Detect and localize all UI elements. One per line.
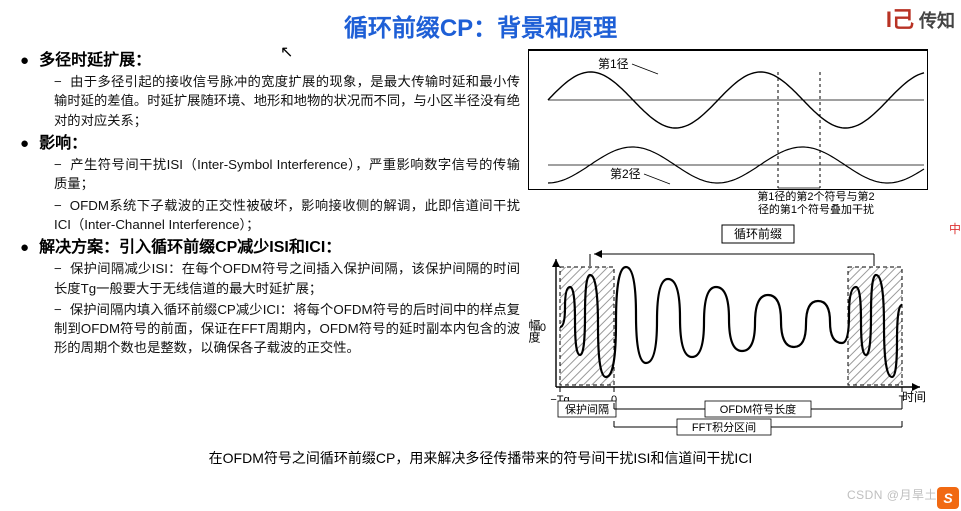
section-head: 解决方案：引入循环前缀CP减少ISI和ICI： [20, 236, 520, 259]
svg-text:第2径: 第2径 [610, 167, 641, 181]
svg-text:保护间隔: 保护间隔 [565, 402, 609, 416]
watermark: CSDN @月旱土 [847, 486, 937, 503]
svg-text:径的第1个符号叠加干扰: 径的第1个符号叠加干扰 [758, 202, 874, 214]
side-glyph: 中 [949, 220, 961, 237]
section-head: 影响： [20, 132, 520, 155]
multipath-diagram: 第1径第2径第1径的第2个符号与第2径的第1个符号叠加干扰 [528, 49, 928, 214]
svg-text:FFT积分区间: FFT积分区间 [692, 421, 756, 434]
cyclic-prefix-diagram: 循环前缀幅度时间0−Tg0T保护间隔OFDM符号长度FFT积分区间 [528, 219, 928, 439]
svg-text:第1径的第2个符号与第2: 第1径的第2个符号与第2 [757, 189, 874, 203]
svg-text:循环前缀: 循环前缀 [734, 226, 782, 241]
ime-badge-icon: S [937, 487, 959, 509]
svg-text:第1径: 第1径 [598, 57, 629, 71]
svg-text:OFDM符号长度: OFDM符号长度 [720, 402, 796, 416]
svg-text:时间: 时间 [902, 390, 926, 404]
figure-column: 第1径第2径第1径的第2个符号与第2径的第1个符号叠加干扰 循环前缀幅度时间0−… [520, 49, 940, 444]
section-head: 多径时延扩展： [20, 49, 520, 72]
section-item: OFDM系统下子载波的正交性被破坏，影响接收侧的解调，此即信道间干扰ICI（In… [54, 196, 520, 235]
section-item: 产生符号间干扰ISI（Inter-Symbol Interference），严重… [54, 155, 520, 194]
svg-text:0: 0 [540, 322, 546, 334]
page-title: 循环前缀CP：背景和原理 [0, 0, 961, 49]
brand-text: 传知 [919, 11, 955, 31]
brand-logo: I己 传知 [886, 2, 955, 34]
section-item: 保护间隔内填入循环前缀CP减少ICI：将每个OFDM符号的后时间中的样点复制到O… [54, 300, 520, 358]
brand-mark: I己 [886, 7, 914, 32]
section-item: 由于多径引起的接收信号脉冲的宽度扩展的现象，是最大传输时延和最小传输时延的差值。… [54, 72, 520, 130]
text-column: 多径时延扩展：由于多径引起的接收信号脉冲的宽度扩展的现象，是最大传输时延和最小传… [20, 49, 520, 444]
summary-note: 在OFDM符号之间循环前缀CP，用来解决多径传播带来的符号间干扰ISI和信道间干… [0, 448, 961, 468]
section-list: 多径时延扩展：由于多径引起的接收信号脉冲的宽度扩展的现象，是最大传输时延和最小传… [20, 49, 520, 358]
content-row: 多径时延扩展：由于多径引起的接收信号脉冲的宽度扩展的现象，是最大传输时延和最小传… [0, 49, 961, 444]
cursor-icon: ↖ [280, 42, 293, 62]
section-item: 保护间隔减少ISI：在每个OFDM符号之间插入保护间隔，该保护间隔的时间长度Tg… [54, 259, 520, 298]
